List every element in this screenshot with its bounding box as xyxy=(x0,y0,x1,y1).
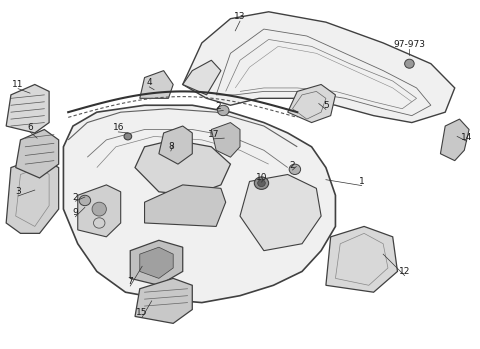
Polygon shape xyxy=(16,129,59,178)
Polygon shape xyxy=(183,60,221,95)
Ellipse shape xyxy=(92,202,107,216)
Text: 1: 1 xyxy=(359,177,365,186)
Polygon shape xyxy=(159,126,192,164)
Text: 2: 2 xyxy=(72,193,78,201)
Ellipse shape xyxy=(217,105,229,116)
Ellipse shape xyxy=(79,195,91,206)
Text: 8: 8 xyxy=(168,142,174,151)
Text: 7: 7 xyxy=(127,277,133,286)
Text: 2: 2 xyxy=(216,103,221,111)
Text: 9: 9 xyxy=(72,208,78,217)
Text: 14: 14 xyxy=(461,133,472,142)
Text: 5: 5 xyxy=(323,101,329,110)
Polygon shape xyxy=(144,185,226,227)
Polygon shape xyxy=(140,247,173,279)
Ellipse shape xyxy=(258,180,265,187)
Text: 11: 11 xyxy=(12,80,24,89)
Polygon shape xyxy=(288,84,336,122)
Polygon shape xyxy=(63,105,336,303)
Text: 17: 17 xyxy=(208,130,219,139)
Text: 6: 6 xyxy=(27,123,33,132)
Polygon shape xyxy=(78,185,120,237)
Ellipse shape xyxy=(289,164,300,174)
Text: 10: 10 xyxy=(256,173,267,183)
Text: 16: 16 xyxy=(112,123,124,132)
Polygon shape xyxy=(6,84,49,133)
Polygon shape xyxy=(183,12,455,122)
Polygon shape xyxy=(441,119,469,161)
Polygon shape xyxy=(135,140,230,195)
Text: 13: 13 xyxy=(234,13,246,22)
Polygon shape xyxy=(130,240,183,285)
Text: 3: 3 xyxy=(15,187,21,196)
Polygon shape xyxy=(240,174,321,251)
Ellipse shape xyxy=(124,133,132,140)
Text: 97-973: 97-973 xyxy=(394,40,425,49)
Ellipse shape xyxy=(254,177,269,190)
Text: 4: 4 xyxy=(146,78,152,87)
Polygon shape xyxy=(6,157,59,233)
Ellipse shape xyxy=(405,59,414,68)
Text: 15: 15 xyxy=(136,309,148,318)
Polygon shape xyxy=(140,70,173,98)
Text: 12: 12 xyxy=(399,267,410,276)
Text: 2: 2 xyxy=(290,161,295,170)
Polygon shape xyxy=(211,122,240,157)
Polygon shape xyxy=(326,227,397,292)
Polygon shape xyxy=(135,279,192,324)
